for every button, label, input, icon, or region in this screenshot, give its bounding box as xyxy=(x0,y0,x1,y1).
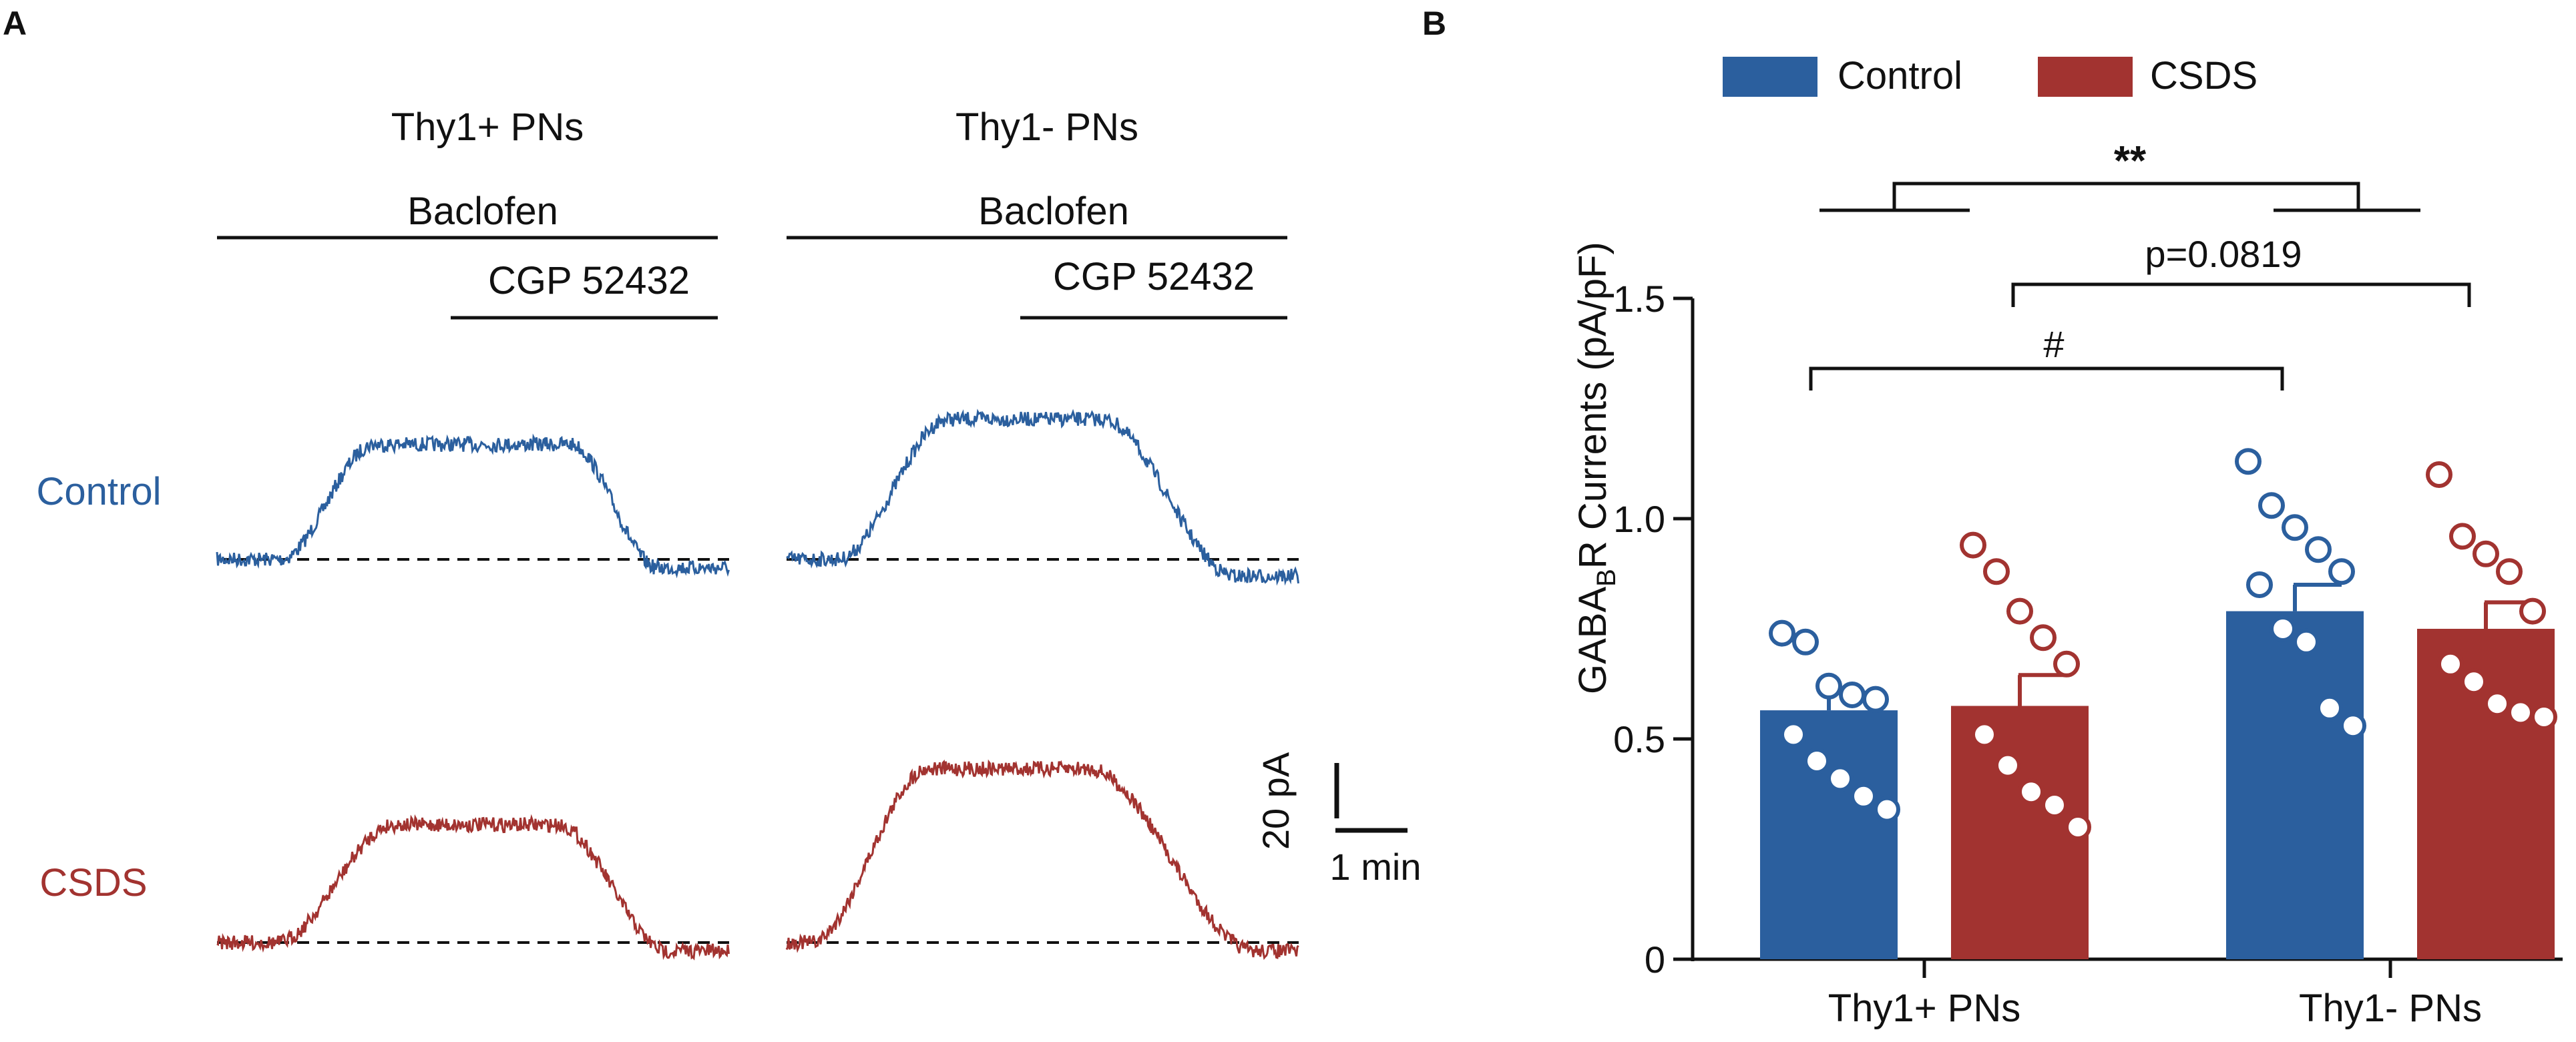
trace-control-thy1-neg xyxy=(786,409,1299,586)
data-point xyxy=(2449,523,2476,550)
data-point xyxy=(1769,619,1795,647)
data-point xyxy=(1780,721,1807,748)
panel-b-label: B xyxy=(1422,5,1446,42)
hash-label: # xyxy=(2043,323,2064,365)
bar-csds-1 xyxy=(1951,706,2089,959)
y-tick-label: 1.0 xyxy=(1613,498,1665,540)
data-point xyxy=(2316,694,2343,722)
data-point xyxy=(2531,704,2557,730)
data-point xyxy=(2426,461,2452,488)
data-point xyxy=(1862,686,1889,713)
data-point xyxy=(2328,558,2355,585)
data-point xyxy=(2340,712,2366,740)
y-tick-label: 0.5 xyxy=(1613,718,1665,760)
cgp-label-right: CGP 52432 xyxy=(1053,255,1255,298)
panel-a-traces: Thy1+ PNs Thy1- PNs Baclofen CGP 52432 B… xyxy=(37,105,1422,961)
error-bar xyxy=(2293,583,2342,611)
hash-bracket xyxy=(1809,366,2284,390)
data-point xyxy=(2519,597,2546,625)
baclofen-label-right: Baclofen xyxy=(978,190,1129,233)
y-ticks: 0 0.5 1.0 1.5 xyxy=(1613,278,1693,981)
x-tick-label: Thy1+ PNs xyxy=(1828,987,2021,1030)
data-point xyxy=(2270,615,2296,642)
legend-swatch-control xyxy=(1723,57,1817,97)
trace-control-thy1-pos xyxy=(216,433,730,579)
legend-label-csds: CSDS xyxy=(2150,54,2258,97)
data-point xyxy=(1983,558,2010,585)
data-point xyxy=(2065,814,2091,840)
data-point xyxy=(1815,672,1842,700)
bars xyxy=(1760,448,2557,959)
data-point xyxy=(1960,531,1986,559)
data-point xyxy=(1874,796,1900,823)
error-bar xyxy=(2018,673,2067,706)
x-tick-label: Thy1- PNs xyxy=(2299,987,2482,1030)
data-point xyxy=(2293,628,2320,656)
row-label-control: Control xyxy=(37,470,162,513)
data-point xyxy=(2437,650,2464,678)
data-point xyxy=(2041,792,2068,818)
trace-csds-thy1-pos xyxy=(216,814,730,961)
data-point xyxy=(2305,536,2332,563)
bar-control-1 xyxy=(1760,710,1898,959)
main-effect-bracket xyxy=(1819,182,2420,212)
pvalue-label: p=0.0819 xyxy=(2145,233,2302,275)
data-point xyxy=(1839,682,1866,708)
data-point xyxy=(2018,778,2045,806)
data-point xyxy=(2473,540,2499,567)
y-axis-label: GABABR Currents (pA/pF) xyxy=(1571,242,1621,694)
data-point xyxy=(2006,597,2033,625)
data-point xyxy=(1971,721,1998,748)
main-effect-stars: ** xyxy=(2114,138,2147,184)
y-tick-label: 1.5 xyxy=(1613,278,1665,320)
data-point xyxy=(2507,699,2534,726)
data-point xyxy=(1994,752,2021,779)
data-point xyxy=(1827,765,1854,792)
legend-label-control: Control xyxy=(1838,54,1962,97)
data-point xyxy=(1803,748,1830,774)
legend-swatch-csds xyxy=(2038,57,2133,97)
baclofen-label-left: Baclofen xyxy=(407,190,558,233)
bar-control-2 xyxy=(2226,611,2364,959)
data-point xyxy=(2258,492,2285,519)
cgp-label-left: CGP 52432 xyxy=(488,259,690,302)
data-point xyxy=(1850,782,1877,810)
pvalue-bracket xyxy=(2011,282,2471,307)
data-point xyxy=(1792,628,1819,656)
data-point xyxy=(2235,448,2262,475)
y-tick-label: 0 xyxy=(1645,939,1665,981)
scale-x-label: 1 min xyxy=(1330,846,1422,888)
row-label-csds: CSDS xyxy=(39,861,147,904)
column-title-thy1-pos: Thy1+ PNs xyxy=(391,105,584,149)
column-title-thy1-neg: Thy1- PNs xyxy=(955,105,1138,149)
panel-a-label: A xyxy=(3,5,27,42)
data-point xyxy=(2496,558,2523,585)
data-point xyxy=(2484,690,2511,718)
panel-b-bar-chart: Control CSDS GABABR Currents (pA/pF) 0 0.… xyxy=(1571,54,2563,1030)
scale-y-label: 20 pA xyxy=(1255,752,1297,850)
x-ticks: Thy1+ PNs Thy1- PNs xyxy=(1828,959,2482,1030)
data-point xyxy=(2246,571,2273,598)
trace-csds-thy1-neg xyxy=(785,759,1299,961)
data-point xyxy=(2282,514,2308,541)
data-point xyxy=(2460,668,2487,696)
data-point xyxy=(2030,624,2057,652)
data-point xyxy=(2053,650,2080,678)
